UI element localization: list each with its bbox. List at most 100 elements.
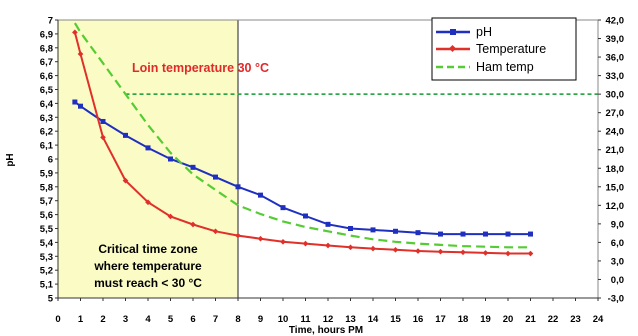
y-tick-label: 5,2 (40, 266, 53, 277)
data-point-temperature (527, 250, 534, 257)
data-point-temperature (167, 213, 174, 220)
data-point-temperature (505, 250, 511, 257)
y2-tick-label: 18,0 (606, 164, 625, 175)
data-point-ph (280, 205, 286, 211)
x-tick-label: 15 (390, 314, 401, 325)
data-point-ph (483, 231, 488, 237)
y-tick-label: 5,3 (40, 252, 53, 263)
data-point-temperature (257, 235, 264, 242)
y2-tick-label: 39,0 (606, 34, 625, 45)
y2-tick-label: 9,0 (611, 219, 624, 230)
data-point-temperature (100, 134, 106, 141)
data-point-temperature (392, 246, 399, 253)
data-point-ph (123, 132, 128, 138)
y2-tick-label: 30,0 (606, 90, 625, 101)
legend-label-ph: pH (476, 25, 492, 39)
data-point-ph (168, 156, 173, 162)
y2-tick-label: -3,0 (608, 294, 624, 305)
x-tick-label: 7 (213, 314, 218, 325)
data-point-ph (235, 184, 241, 190)
data-point-temperature (235, 232, 241, 239)
x-tick-label: 17 (435, 314, 446, 325)
x-tick-label: 21 (525, 314, 536, 325)
x-tick-labels: 0 1 2 3 4 5 6 7 8 9 10 11 12 13 14 15 16 17 18 19 20 21 22 23 24 (55, 298, 604, 325)
series-layer (72, 22, 534, 257)
y-tick-labels: 5 5,1 5,2 5,3 5,4 5,5 5,6 5,7 5,8 5,9 6 6,1 6,2 6,3 6,… (40, 16, 58, 305)
y2-tick-label: 42,0 (606, 16, 625, 27)
x-tick-label: 14 (368, 314, 379, 325)
x-tick-label: 24 (593, 314, 604, 325)
x-tick-label: 19 (480, 314, 491, 325)
series-line-ph (74, 101, 531, 236)
y-tick-label: 5 (48, 294, 54, 305)
data-point-temperature (302, 240, 309, 247)
data-point-ph (460, 231, 466, 237)
data-point-ph (438, 231, 443, 237)
x-tick-label: 6 (190, 314, 195, 325)
data-point-temperature (145, 199, 151, 206)
data-point-temperature (122, 177, 129, 184)
critical-zone-line-2: where temperature (93, 259, 202, 273)
y-tick-label: 5,5 (40, 224, 54, 235)
y-tick-label: 5,8 (40, 182, 53, 193)
data-point-ph (393, 228, 398, 234)
x-tick-label: 18 (458, 314, 469, 325)
y-tick-label: 5,7 (40, 196, 53, 207)
x-tick-label: 16 (413, 314, 424, 325)
data-point-temperature (415, 248, 421, 254)
y-tick-label: 6,2 (40, 127, 53, 138)
x-tick-label: 8 (235, 314, 240, 325)
y2-tick-label: 15,0 (606, 182, 625, 193)
data-point-temperature (212, 228, 219, 235)
y-tick-label: 6 (48, 155, 53, 166)
y-tick-label: 6,6 (40, 71, 53, 82)
legend: pH Temperature Ham temp (431, 17, 577, 81)
data-point-temperature (347, 244, 354, 251)
y-tick-label: 5,1 (40, 280, 54, 291)
critical-zone-line-1: Critical time zone (98, 242, 198, 256)
y-tick-label: 6,4 (40, 99, 54, 110)
data-point-ph (303, 213, 308, 219)
legend-marker-ph (450, 29, 456, 35)
x-tick-label: 11 (300, 314, 311, 325)
legend-label-temperature: Temperature (476, 42, 546, 56)
x-tick-label: 13 (345, 314, 356, 325)
x-tick-label: 5 (168, 314, 174, 325)
y-tick-label: 5,9 (40, 168, 53, 179)
data-point-temperature (482, 250, 489, 256)
y-tick-label: 7 (48, 16, 53, 27)
y2-tick-label: 21,0 (606, 145, 625, 156)
critical-zone (57, 19, 239, 299)
data-point-temperature (370, 245, 376, 252)
loin-temperature-annotation: Loin temperature 30 °C (132, 61, 269, 75)
data-point-ph (213, 174, 218, 180)
y2-tick-labels: -3,0 0,0 3,0 6,0 9,0 12,0 15,0 18,0 21,0 24,0 27,0… (598, 16, 624, 305)
data-point-ph (370, 227, 376, 233)
critical-zone-line-3: must reach < 30 °C (94, 276, 202, 290)
data-point-ph (72, 99, 78, 105)
data-point-ph (528, 231, 533, 237)
data-point-ph (415, 230, 421, 236)
legend-marker-temperature (448, 44, 457, 53)
y2-tick-label: 27,0 (606, 108, 625, 119)
data-point-ph (348, 226, 353, 231)
data-point-temperature (437, 248, 444, 255)
y2-tick-label: 3,0 (611, 256, 624, 267)
x-tick-label: 3 (123, 314, 128, 325)
y2-tick-label: 33,0 (606, 71, 625, 82)
data-point-ph (78, 103, 83, 109)
series-line-ham-temp (73, 22, 531, 249)
data-point-ph (258, 192, 263, 198)
y-axis-title: pH (5, 153, 16, 166)
x-tick-label: 4 (145, 314, 151, 325)
data-point-ph (145, 145, 151, 151)
y-tick-label: 6,1 (40, 141, 54, 152)
x-tick-label: 20 (503, 314, 514, 325)
data-point-ph (100, 118, 106, 124)
data-point-temperature (190, 221, 196, 228)
legend-label-ham-temp: Ham temp (476, 60, 534, 74)
y-tick-label: 6,9 (40, 29, 53, 40)
y2-tick-label: 0,0 (611, 275, 624, 286)
y-tick-label: 6,7 (40, 57, 53, 68)
